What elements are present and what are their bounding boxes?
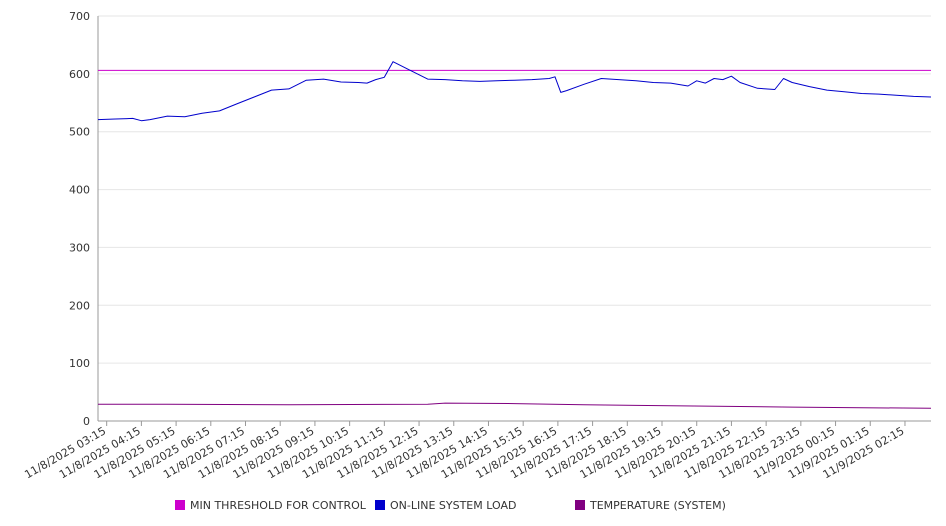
legend-swatch (175, 500, 185, 510)
series-lines (97, 61, 932, 409)
legend-label: MIN THRESHOLD FOR CONTROL (190, 499, 367, 512)
series-line-2 (98, 402, 932, 409)
y-tick-label: 700 (69, 10, 90, 23)
legend-swatch (375, 500, 385, 510)
y-tick-label: 0 (83, 415, 90, 428)
y-tick-label: 200 (69, 299, 90, 312)
legend-item: MIN THRESHOLD FOR CONTROL (175, 499, 367, 512)
y-tick-label: 500 (69, 126, 90, 139)
legend-item: TEMPERATURE (SYSTEM) (575, 499, 726, 512)
series-line-1 (97, 61, 932, 122)
legend-label: TEMPERATURE (SYSTEM) (589, 499, 726, 512)
legend-swatch (575, 500, 585, 510)
y-tick-label: 300 (69, 241, 90, 254)
legend-label: ON-LINE SYSTEM LOAD (390, 499, 516, 512)
legend: MIN THRESHOLD FOR CONTROL ON-LINE SYSTEM … (175, 499, 726, 512)
y-tick-label: 400 (69, 184, 90, 197)
y-axis-ticks: 0 100 200 300 400 500 600 700 (69, 10, 90, 428)
y-tick-label: 600 (69, 68, 90, 81)
grid-lines (98, 15, 931, 364)
y-tick-label: 100 (69, 357, 90, 370)
legend-item: ON-LINE SYSTEM LOAD (375, 499, 516, 512)
axes (97, 16, 931, 422)
